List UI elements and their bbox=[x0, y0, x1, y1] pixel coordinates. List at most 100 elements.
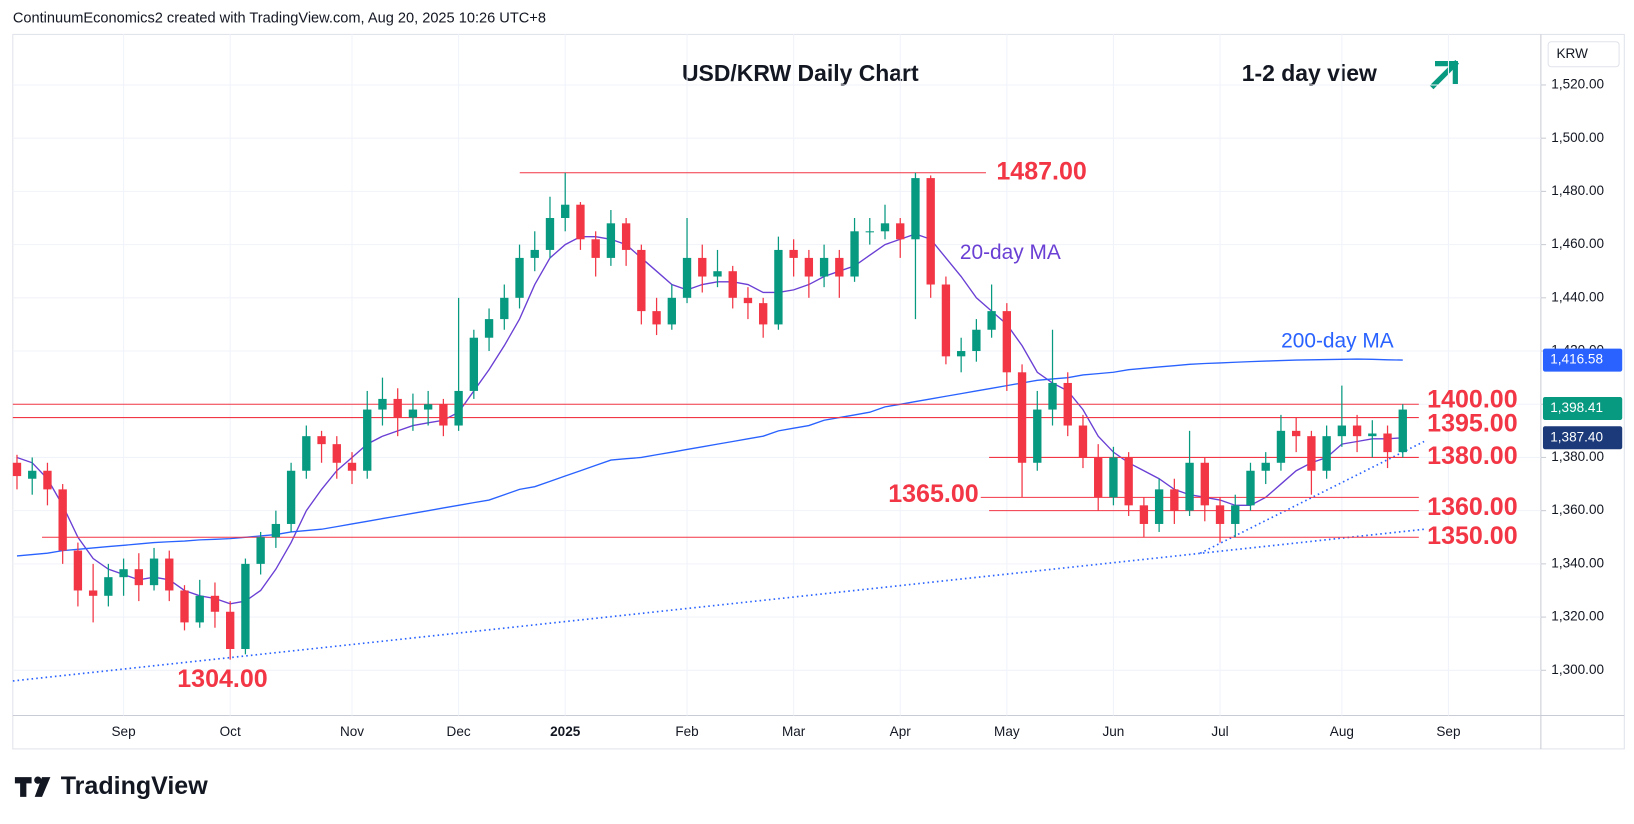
candle-body bbox=[896, 223, 905, 240]
candle-body bbox=[469, 337, 479, 391]
candle-body bbox=[1185, 462, 1194, 511]
candle-body bbox=[195, 595, 204, 623]
x-tick-label: Oct bbox=[220, 724, 241, 739]
candle-body bbox=[911, 178, 920, 240]
candle-body bbox=[332, 444, 341, 463]
candle-body bbox=[43, 470, 52, 490]
candle-body bbox=[1154, 489, 1164, 524]
candle-body bbox=[789, 249, 798, 258]
y-tick-label: 1,460.00 bbox=[1551, 236, 1604, 251]
candle-body bbox=[637, 249, 646, 312]
candle-body bbox=[515, 257, 524, 298]
candle-body bbox=[926, 178, 935, 285]
candle-body bbox=[226, 611, 235, 650]
candle-body bbox=[12, 462, 22, 477]
candle-body bbox=[104, 577, 113, 596]
currency-box bbox=[1547, 41, 1620, 68]
x-tick-label: Jun bbox=[1103, 724, 1125, 739]
candle-body bbox=[667, 297, 676, 325]
level-label: 1400.00 bbox=[1427, 386, 1517, 414]
y-tick-label: 1,300.00 bbox=[1551, 662, 1604, 677]
x-tick-label: Nov bbox=[340, 724, 364, 739]
x-tick-label: Dec bbox=[447, 724, 471, 739]
moving-average-label: 20-day MA bbox=[960, 241, 1061, 264]
candle-body bbox=[1048, 382, 1057, 410]
candle-body bbox=[317, 436, 326, 445]
low-label: 1304.00 bbox=[177, 665, 267, 693]
x-tick-label: May bbox=[994, 724, 1020, 739]
candle-body bbox=[530, 249, 539, 258]
candle-body bbox=[880, 223, 890, 232]
x-tick-label: Sep bbox=[112, 724, 136, 739]
level-label: 1487.00 bbox=[996, 157, 1086, 185]
x-tick-label: Aug bbox=[1330, 724, 1354, 739]
candle-body bbox=[134, 569, 143, 586]
candle-body bbox=[454, 390, 463, 426]
candle-body bbox=[1200, 462, 1209, 506]
candle-body bbox=[1276, 430, 1286, 463]
candle-body bbox=[1261, 462, 1270, 471]
candle-body bbox=[1368, 433, 1377, 437]
up-arrow bbox=[1429, 59, 1460, 90]
y-tick-label: 1,520.00 bbox=[1551, 77, 1604, 92]
price-tag bbox=[1542, 426, 1623, 450]
candle-body bbox=[165, 558, 174, 591]
candle-body bbox=[652, 311, 661, 325]
x-tick-label: Apr bbox=[890, 724, 912, 739]
candle-body bbox=[149, 558, 159, 586]
candle-body bbox=[1017, 372, 1027, 463]
candle-body bbox=[713, 271, 722, 277]
price-tag bbox=[1542, 348, 1623, 372]
x-tick-label: Feb bbox=[675, 724, 698, 739]
candle-body bbox=[1094, 457, 1103, 498]
candle-body bbox=[1246, 470, 1255, 506]
candle-body bbox=[1124, 457, 1133, 506]
candle-body bbox=[1337, 425, 1347, 437]
brand: TradingView bbox=[61, 772, 208, 800]
candle-body bbox=[439, 404, 448, 426]
candle-body bbox=[271, 523, 281, 538]
candle-body bbox=[1139, 505, 1149, 524]
chart-subtitle: 1-2 day view bbox=[1242, 60, 1377, 86]
y-tick-label: 1,500.00 bbox=[1551, 130, 1604, 145]
candle-body bbox=[606, 223, 616, 258]
candle-body bbox=[835, 257, 844, 277]
plot: 1,300.00 1,320.00 1,340.00 1,360.00 1,380.00… bbox=[12, 34, 1623, 739]
candle-body bbox=[241, 563, 250, 650]
y-tick-label: 1,360.00 bbox=[1551, 502, 1604, 517]
candle-body bbox=[561, 204, 570, 218]
level-label: 1365.00 bbox=[888, 480, 978, 508]
y-tick-label: 1,440.00 bbox=[1551, 289, 1604, 304]
candle-body bbox=[500, 297, 509, 320]
candle-body bbox=[363, 409, 372, 471]
candle-body bbox=[956, 351, 966, 357]
candle-body bbox=[1398, 409, 1407, 453]
header: ContinuumEconomics2 created with Trading… bbox=[13, 11, 546, 27]
level-label: 1360.00 bbox=[1427, 493, 1517, 521]
candle-body bbox=[1170, 489, 1179, 511]
candle-body bbox=[210, 595, 220, 612]
candle-body bbox=[621, 223, 631, 250]
candle-body bbox=[1063, 382, 1072, 426]
candle-body bbox=[804, 257, 814, 277]
price-tag bbox=[1542, 396, 1623, 420]
candle-body bbox=[987, 311, 996, 330]
candle-body bbox=[1383, 433, 1392, 453]
candle-body bbox=[682, 257, 692, 298]
candle-body bbox=[698, 257, 707, 277]
candle-body bbox=[591, 239, 600, 258]
candle-body bbox=[88, 590, 98, 596]
candle-body bbox=[484, 319, 494, 338]
candle-body bbox=[73, 550, 83, 591]
candle-body bbox=[119, 569, 128, 578]
candle-body bbox=[1033, 409, 1042, 463]
price-tag-label: 1,387.40 bbox=[1550, 429, 1603, 444]
candle-body bbox=[28, 470, 37, 479]
price-tag-label: 1,398.41 bbox=[1550, 400, 1603, 415]
candle-body bbox=[302, 436, 311, 471]
candle-body bbox=[774, 249, 783, 325]
